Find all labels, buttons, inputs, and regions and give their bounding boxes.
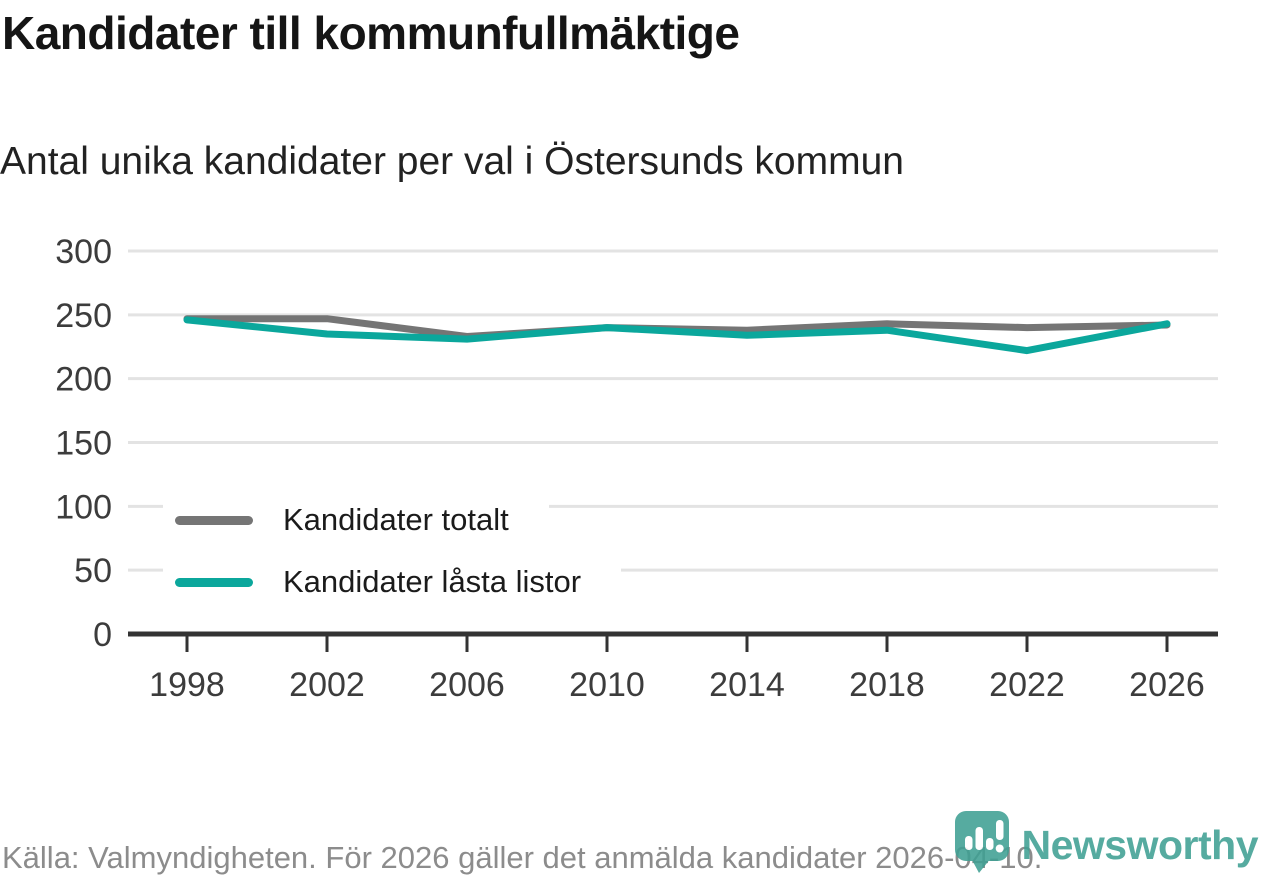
legend-label-lasta-listor: Kandidater låsta listor — [283, 564, 582, 599]
y-tick-label: 300 — [55, 233, 112, 271]
legend-item-kandidater-lasta-listor: Kandidater låsta listor — [163, 558, 622, 606]
page-title: Kandidater till kommunfullmäktige — [2, 7, 740, 59]
x-tick-label: 1998 — [149, 666, 225, 704]
legend: Kandidater totalt Kandidater låsta listo… — [163, 496, 622, 606]
legend-label-totalt: Kandidater totalt — [283, 502, 509, 537]
legend-swatch-totalt — [175, 515, 253, 525]
series-line-kandidater-l-sta-listor — [183, 316, 1171, 355]
x-tick-label: 2022 — [989, 666, 1065, 704]
y-tick-label: 200 — [55, 361, 112, 399]
newsworthy-wordmark: Newsworthy — [1021, 821, 1259, 868]
x-tick-label: 2026 — [1129, 666, 1205, 704]
y-tick-label: 50 — [74, 552, 112, 590]
y-tick-label: 100 — [55, 488, 112, 526]
legend-item-kandidater-totalt: Kandidater totalt — [163, 496, 549, 544]
y-tick-label: 250 — [55, 297, 112, 335]
newsworthy-chart-pin-icon — [954, 811, 1009, 873]
x-tick-label: 2006 — [429, 666, 505, 704]
x-tick-label: 2014 — [709, 666, 785, 704]
newsworthy-logo: Newsworthy — [954, 810, 1259, 874]
x-tick-label: 2010 — [569, 666, 645, 704]
x-tick-label: 2018 — [849, 666, 925, 704]
x-tick-label: 2002 — [289, 666, 365, 704]
legend-swatch-lasta-listor — [175, 577, 253, 587]
y-tick-label: 150 — [55, 425, 112, 463]
y-tick-label: 0 — [93, 616, 112, 654]
source-note: Källa: Valmyndigheten. För 2026 gäller d… — [2, 840, 1043, 875]
page-subtitle: Antal unika kandidater per val i Östersu… — [0, 140, 904, 183]
